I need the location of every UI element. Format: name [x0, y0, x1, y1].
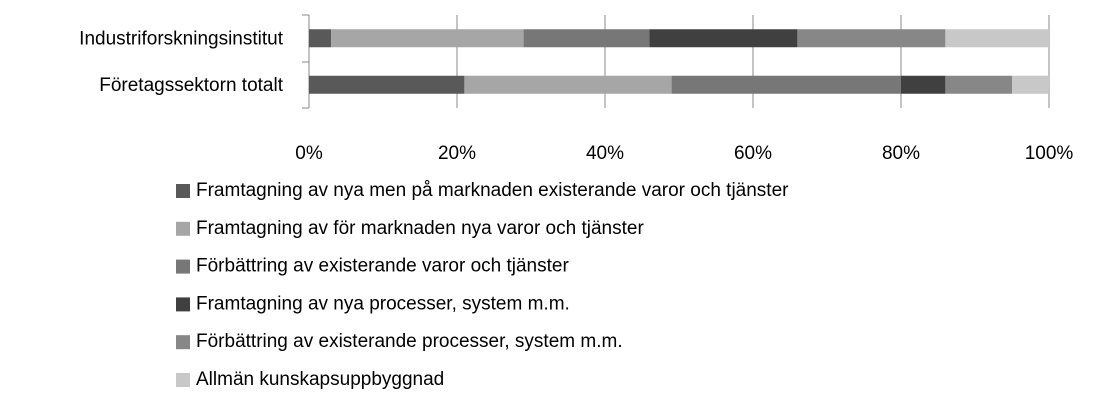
y-tick-label: Industriforskningsinstitut: [79, 28, 284, 49]
legend-label: Förbättring av existerande varor och tjä…: [196, 256, 569, 277]
bar-segment: [309, 75, 465, 94]
legend-swatch: [176, 221, 190, 236]
bar-segment: [309, 29, 332, 48]
bar-segment: [523, 29, 650, 48]
x-tick-label: 80%: [882, 143, 920, 164]
bar-segment: [1012, 75, 1049, 94]
legend-label: Framtagning av för marknaden nya varor o…: [196, 218, 644, 239]
x-tick-label: 40%: [586, 143, 624, 164]
legend-swatch: [176, 335, 190, 350]
bar-segment: [797, 29, 946, 48]
legend-swatch: [176, 184, 190, 198]
legend-label: Allmän kunskapsuppbyggnad: [196, 369, 444, 390]
legend-swatch: [176, 373, 190, 387]
bar-segment: [464, 75, 672, 94]
x-tick-label: 20%: [438, 143, 476, 164]
legend-label: Framtagning av nya men på marknaden exis…: [196, 180, 789, 201]
bar-segment: [945, 75, 1012, 94]
x-tick-label: 0%: [295, 143, 323, 164]
bar-segment: [945, 29, 1049, 48]
bar-segment: [901, 75, 946, 94]
bar-segment: [331, 29, 524, 48]
bar-segment: [649, 29, 798, 48]
bar-segment: [671, 75, 901, 94]
legend-swatch: [176, 259, 190, 274]
y-tick-label: Företagssektorn totalt: [99, 75, 283, 96]
legend-swatch: [176, 297, 190, 312]
legend-label: Förbättring av existerande processer, sy…: [196, 331, 623, 352]
legend-label: Framtagning av nya processer, system m.m…: [196, 293, 570, 314]
x-tick-label: 60%: [734, 143, 772, 164]
x-tick-label: 100%: [1025, 143, 1074, 164]
